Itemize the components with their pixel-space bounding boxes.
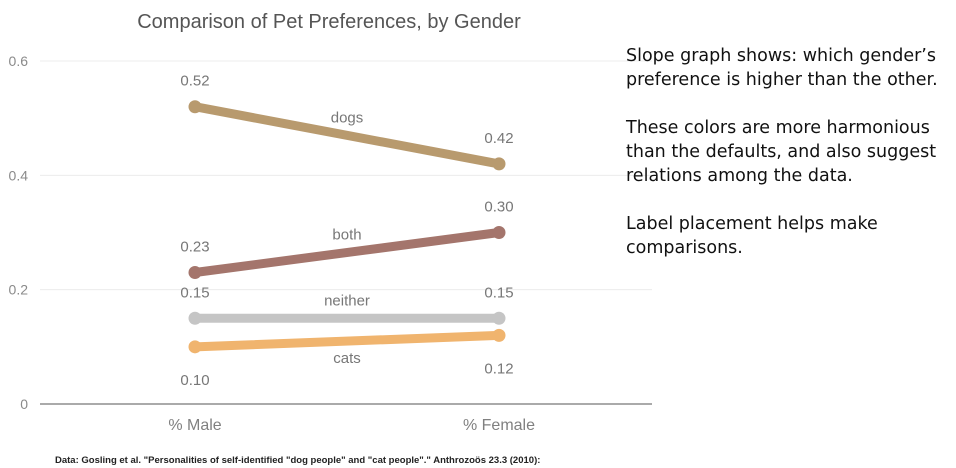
series-line bbox=[190, 228, 504, 278]
data-point bbox=[188, 266, 202, 280]
series-line bbox=[190, 330, 504, 352]
value-label: 0.10 bbox=[180, 372, 209, 389]
y-axis-ticks: 0 0.2 0.4 0.6 bbox=[9, 53, 29, 412]
notes-panel: Slope graph shows: which gender’s prefer… bbox=[626, 44, 952, 284]
value-label: 0.23 bbox=[180, 239, 209, 256]
y-tick-label: 0.6 bbox=[9, 53, 29, 69]
series-dogs: 0.52 0.42 dogs bbox=[180, 73, 514, 171]
series-both: 0.23 0.30 both bbox=[180, 199, 514, 280]
data-point bbox=[492, 311, 506, 325]
note-colors: These colors are more harmonious than th… bbox=[626, 118, 937, 186]
value-label: 0.12 bbox=[484, 360, 513, 377]
x-tick-label: % Female bbox=[463, 417, 535, 434]
series-name-label: both bbox=[332, 227, 361, 244]
series-neither: 0.15 0.15 neither bbox=[180, 284, 514, 325]
y-tick-label: 0 bbox=[20, 396, 28, 412]
x-tick-label: % Male bbox=[168, 417, 221, 434]
series-cats: 0.10 0.12 cats bbox=[180, 328, 514, 389]
series-name-label: neither bbox=[324, 292, 370, 309]
gridlines bbox=[40, 60, 652, 291]
y-tick-label: 0.4 bbox=[9, 167, 29, 183]
data-point bbox=[492, 328, 506, 342]
data-point bbox=[188, 340, 202, 354]
x-axis-ticks: % Male % Female bbox=[168, 417, 535, 434]
note-label-placement: Label placement helps make comparisons. bbox=[626, 214, 878, 258]
series-name-label: cats bbox=[333, 350, 361, 367]
value-label: 0.52 bbox=[180, 73, 209, 90]
data-point bbox=[188, 100, 202, 114]
chart-title: Comparison of Pet Preferences, by Gender bbox=[137, 11, 521, 33]
data-point bbox=[492, 226, 506, 239]
value-label: 0.42 bbox=[484, 130, 513, 147]
source-citation: Data: Gosling et al. "Personalities of s… bbox=[55, 455, 541, 466]
series-name-label: dogs bbox=[331, 109, 364, 126]
value-label: 0.30 bbox=[484, 199, 513, 216]
note-slope-graph: Slope graph shows: which gender’s prefer… bbox=[626, 46, 938, 90]
series-line bbox=[190, 102, 504, 169]
y-tick-label: 0.2 bbox=[9, 282, 29, 298]
data-point bbox=[492, 157, 506, 171]
value-label: 0.15 bbox=[180, 284, 209, 301]
data-point bbox=[188, 311, 202, 325]
value-label: 0.15 bbox=[484, 284, 513, 301]
